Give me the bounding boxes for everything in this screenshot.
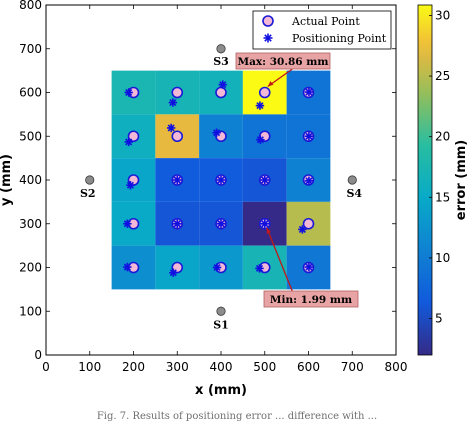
positioning-point <box>218 80 227 89</box>
x-axis-title: x (mm) <box>195 383 247 398</box>
positioning-point <box>124 88 133 97</box>
y-tick-label: 700 <box>19 42 42 56</box>
y-tick-label: 600 <box>19 86 42 100</box>
sensor-marker <box>216 306 226 316</box>
y-tick-label: 800 <box>19 0 42 12</box>
positioning-point <box>212 263 222 272</box>
x-tick-label: 0 <box>42 360 50 374</box>
annotation-label: Min: 1.99 mm <box>270 294 352 306</box>
annotation-arrowhead <box>267 81 274 87</box>
colorbar-tick-label: 30 <box>435 8 450 22</box>
positioning-point <box>173 175 182 185</box>
actual-point <box>171 86 184 99</box>
positioning-point <box>255 101 265 110</box>
sensor-label: S2 <box>80 187 96 200</box>
point-markers <box>123 80 315 277</box>
colorbar: 5 10 15 20 25 30 <box>417 4 450 356</box>
x-tick-label: 300 <box>166 360 189 374</box>
axis-ticks: 0 100 200 300 400 500 600 700 800 0 100 200 300 400 50… <box>19 0 407 374</box>
figure-caption: Fig. 7. Results of positioning error ...… <box>97 411 377 422</box>
legend-actual-point-label: Actual Point <box>291 15 360 28</box>
colorbar-tick-label: 15 <box>435 190 450 204</box>
positioning-point <box>212 128 221 137</box>
positioning-point <box>124 137 133 147</box>
x-tick-label: 100 <box>78 360 101 374</box>
actual-point <box>258 86 271 99</box>
x-tick-label: 800 <box>385 360 408 374</box>
annotation-arrow <box>266 227 293 292</box>
colorbar-tick-label: 5 <box>435 312 443 326</box>
annotations: Max: 30.86 mm Min: 1.99 mm <box>235 52 359 308</box>
legend-positioning-point-icon <box>263 33 273 43</box>
x-tick-label: 600 <box>297 360 320 374</box>
positioning-point <box>166 123 176 133</box>
positioning-point <box>304 176 314 186</box>
actual-point <box>302 217 315 230</box>
y-tick-label: 100 <box>19 304 42 318</box>
x-tick-label: 400 <box>210 360 233 374</box>
positioning-point <box>304 87 314 97</box>
annotation-box <box>235 52 331 70</box>
sensor-marker <box>347 175 357 185</box>
legend: Actual Point Positioning Point <box>252 10 392 50</box>
y-tick-label: 400 <box>19 173 42 187</box>
positioning-point <box>298 225 307 234</box>
annotation-box <box>263 290 359 308</box>
actual-point <box>215 86 227 99</box>
annotation-arrowhead <box>266 227 272 234</box>
y-tick-label: 0 <box>34 348 42 362</box>
colorbar-tick-label: 25 <box>435 69 450 83</box>
positioning-point <box>216 219 226 228</box>
x-tick-label: 500 <box>253 360 276 374</box>
legend-box <box>252 10 392 50</box>
sensor-marker <box>216 44 226 54</box>
legend-positioning-point-label: Positioning Point <box>292 32 387 45</box>
positioning-point <box>173 219 182 228</box>
positioning-point <box>260 175 269 185</box>
y-tick-label: 300 <box>19 217 42 231</box>
positioning-point <box>255 264 264 273</box>
legend-star-glyph <box>263 33 273 43</box>
sensor-label: S4 <box>346 187 362 200</box>
colorbar-title: error (mm) <box>454 140 469 220</box>
colorbar-tick-label: 20 <box>435 130 450 144</box>
y-tick-label: 200 <box>19 261 42 275</box>
positioning-point <box>304 132 314 141</box>
actual-point <box>171 130 184 143</box>
x-tick-label: 700 <box>341 360 364 374</box>
y-tick-label: 500 <box>19 129 42 143</box>
sensor-markers: S1 S2 S3 S4 <box>80 44 362 331</box>
sensor-marker <box>85 175 95 185</box>
positioning-point <box>123 219 132 228</box>
colorbar-gradient <box>417 4 433 356</box>
y-axis-title: y (mm) <box>0 154 14 206</box>
x-tick-label: 200 <box>122 360 145 374</box>
positioning-point <box>304 262 314 272</box>
colorbar-tick-label: 10 <box>435 251 450 265</box>
positioning-point <box>126 181 135 190</box>
sensor-label: S3 <box>213 55 229 68</box>
positioning-point <box>260 219 269 228</box>
positioning-point <box>123 262 132 272</box>
positioning-point <box>168 98 178 107</box>
legend-actual-point-icon <box>262 15 274 27</box>
positioning-point <box>169 268 178 277</box>
positioning-point <box>256 135 265 144</box>
annotation-label: Max: 30.86 mm <box>238 56 329 68</box>
positioning-point <box>216 175 226 185</box>
sensor-label: S1 <box>213 318 229 331</box>
